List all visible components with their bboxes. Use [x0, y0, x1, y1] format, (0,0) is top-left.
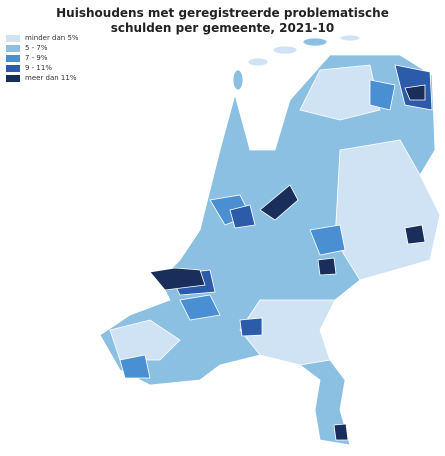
region: [333, 423, 349, 441]
legend: minder dan 5% 5 - 7% 7 - 9% 9 - 11% meer dan…: [6, 33, 79, 83]
island: [339, 34, 361, 42]
region: [259, 184, 299, 221]
region: [119, 354, 151, 379]
region: [369, 79, 396, 111]
region: [179, 294, 221, 321]
island: [272, 45, 298, 55]
legend-label: 7 - 9%: [25, 54, 48, 62]
legend-item: meer dan 11%: [6, 73, 79, 83]
region: [239, 317, 263, 337]
region: [149, 267, 206, 291]
island: [232, 69, 244, 91]
legend-swatch: [6, 34, 20, 42]
legend-label: meer dan 11%: [25, 74, 77, 82]
legend-item: minder dan 5%: [6, 33, 79, 43]
legend-label: minder dan 5%: [25, 34, 79, 42]
region: [334, 139, 441, 281]
legend-item: 5 - 7%: [6, 43, 79, 53]
region: [309, 224, 346, 256]
region: [317, 257, 337, 276]
legend-swatch: [6, 74, 20, 82]
legend-item: 7 - 9%: [6, 53, 79, 63]
island: [302, 37, 328, 47]
region: [109, 319, 181, 361]
region: [404, 84, 426, 101]
map-title: Huishoudens met geregistreerde problemat…: [56, 6, 389, 35]
legend-swatch: [6, 54, 20, 62]
region: [229, 204, 256, 229]
legend-item: 9 - 11%: [6, 63, 79, 73]
legend-swatch: [6, 64, 20, 72]
region: [239, 299, 336, 366]
region: [404, 224, 426, 245]
legend-label: 5 - 7%: [25, 44, 48, 52]
legend-swatch: [6, 44, 20, 52]
legend-label: 9 - 11%: [25, 64, 52, 72]
region: [299, 64, 381, 121]
island: [247, 57, 269, 67]
